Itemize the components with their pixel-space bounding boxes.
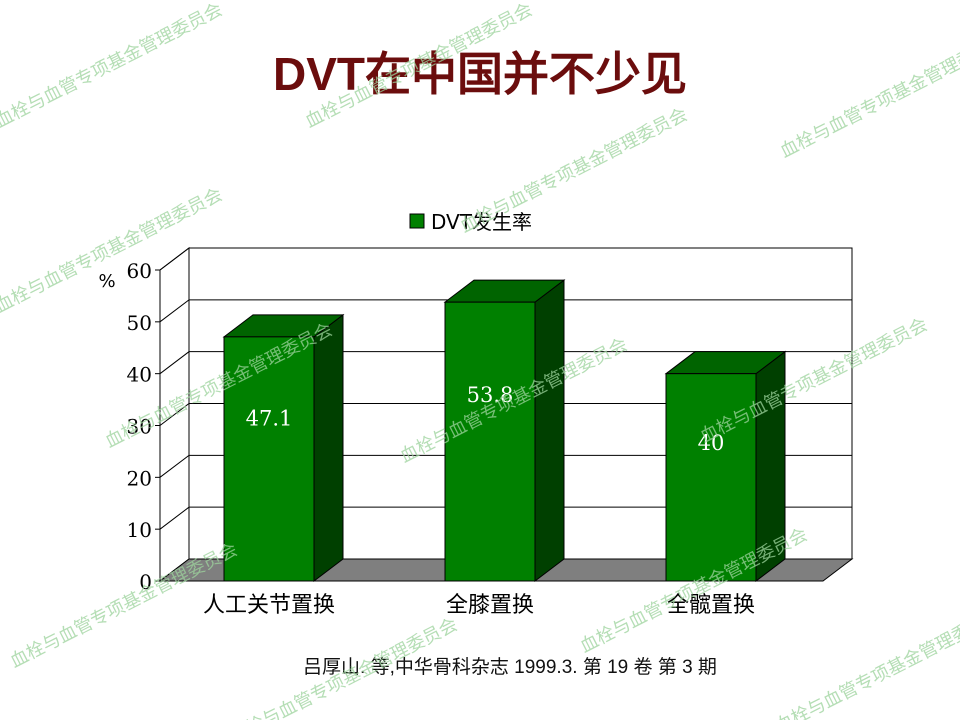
y-tick-label: 30 — [127, 415, 152, 439]
chart-bars: 47.1 53.8 40 — [222, 279, 787, 583]
x-tick-label: 全髋置换 — [667, 593, 755, 618]
x-axis-labels: 人工关节置换 全膝置换 全髋置换 — [203, 593, 755, 618]
gridline — [159, 247, 852, 271]
y-axis-label: % — [98, 271, 115, 292]
y-tick-label: 10 — [127, 518, 152, 542]
y-tick-label: 20 — [127, 466, 152, 490]
x-tick-label: 人工关节置换 — [203, 593, 335, 618]
data-label: 53.8 — [467, 383, 514, 407]
x-tick-label: 全膝置换 — [446, 593, 534, 618]
legend-label: DVT发生率 — [431, 210, 532, 234]
data-label: 40 — [698, 431, 725, 455]
gridline — [159, 506, 852, 530]
gridline — [159, 454, 852, 478]
y-tick-label: 0 — [139, 570, 152, 594]
bar — [223, 336, 315, 582]
gridline — [159, 351, 852, 375]
citation-footnote: 吕厚山. 等,中华骨科杂志 1999.3. 第 19 卷 第 3 期 — [303, 657, 717, 678]
bar-side — [534, 279, 565, 583]
gridline — [159, 299, 852, 323]
chart-legend: DVT发生率 — [409, 210, 532, 234]
y-tick-label: 50 — [127, 311, 152, 335]
y-tick-label: 60 — [127, 259, 152, 283]
slide-title: DVT在中国并不少见 — [273, 48, 687, 100]
legend-swatch — [409, 213, 425, 229]
chart-gridlines — [159, 247, 852, 530]
gridline — [159, 403, 852, 426]
y-axis-ticks: 0 10 20 30 40 50 60% — [98, 259, 160, 594]
bar-side — [313, 313, 344, 583]
y-tick-label: 40 — [127, 363, 152, 387]
bar — [665, 373, 757, 582]
bar — [444, 301, 536, 582]
bar-side — [755, 350, 786, 583]
data-label: 47.1 — [246, 406, 293, 430]
